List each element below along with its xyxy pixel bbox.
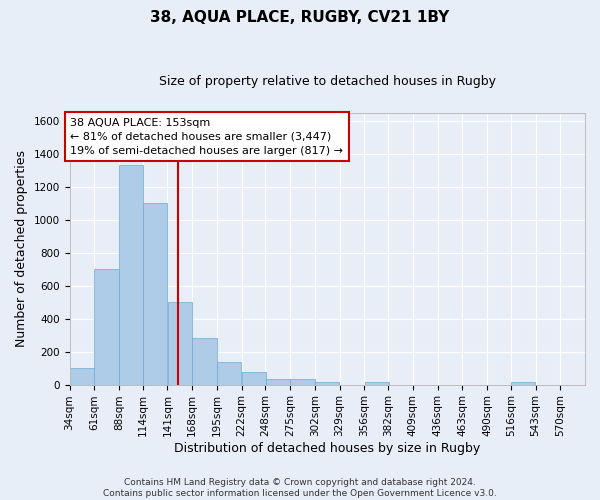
Bar [290, 379, 314, 384]
Bar [94, 270, 119, 384]
Title: Size of property relative to detached houses in Rugby: Size of property relative to detached ho… [159, 75, 496, 88]
Bar [365, 382, 389, 384]
Y-axis label: Number of detached properties: Number of detached properties [15, 150, 28, 347]
Bar [70, 368, 94, 384]
Bar [511, 382, 535, 384]
Bar [217, 362, 241, 384]
Bar [119, 166, 143, 384]
X-axis label: Distribution of detached houses by size in Rugby: Distribution of detached houses by size … [174, 442, 481, 455]
Text: 38 AQUA PLACE: 153sqm
← 81% of detached houses are smaller (3,447)
19% of semi-d: 38 AQUA PLACE: 153sqm ← 81% of detached … [70, 118, 343, 156]
Text: 38, AQUA PLACE, RUGBY, CV21 1BY: 38, AQUA PLACE, RUGBY, CV21 1BY [151, 10, 449, 25]
Bar [168, 302, 192, 384]
Bar [315, 382, 340, 384]
Bar [143, 204, 167, 384]
Bar [193, 338, 217, 384]
Bar [266, 379, 290, 384]
Bar [242, 372, 266, 384]
Text: Contains HM Land Registry data © Crown copyright and database right 2024.
Contai: Contains HM Land Registry data © Crown c… [103, 478, 497, 498]
